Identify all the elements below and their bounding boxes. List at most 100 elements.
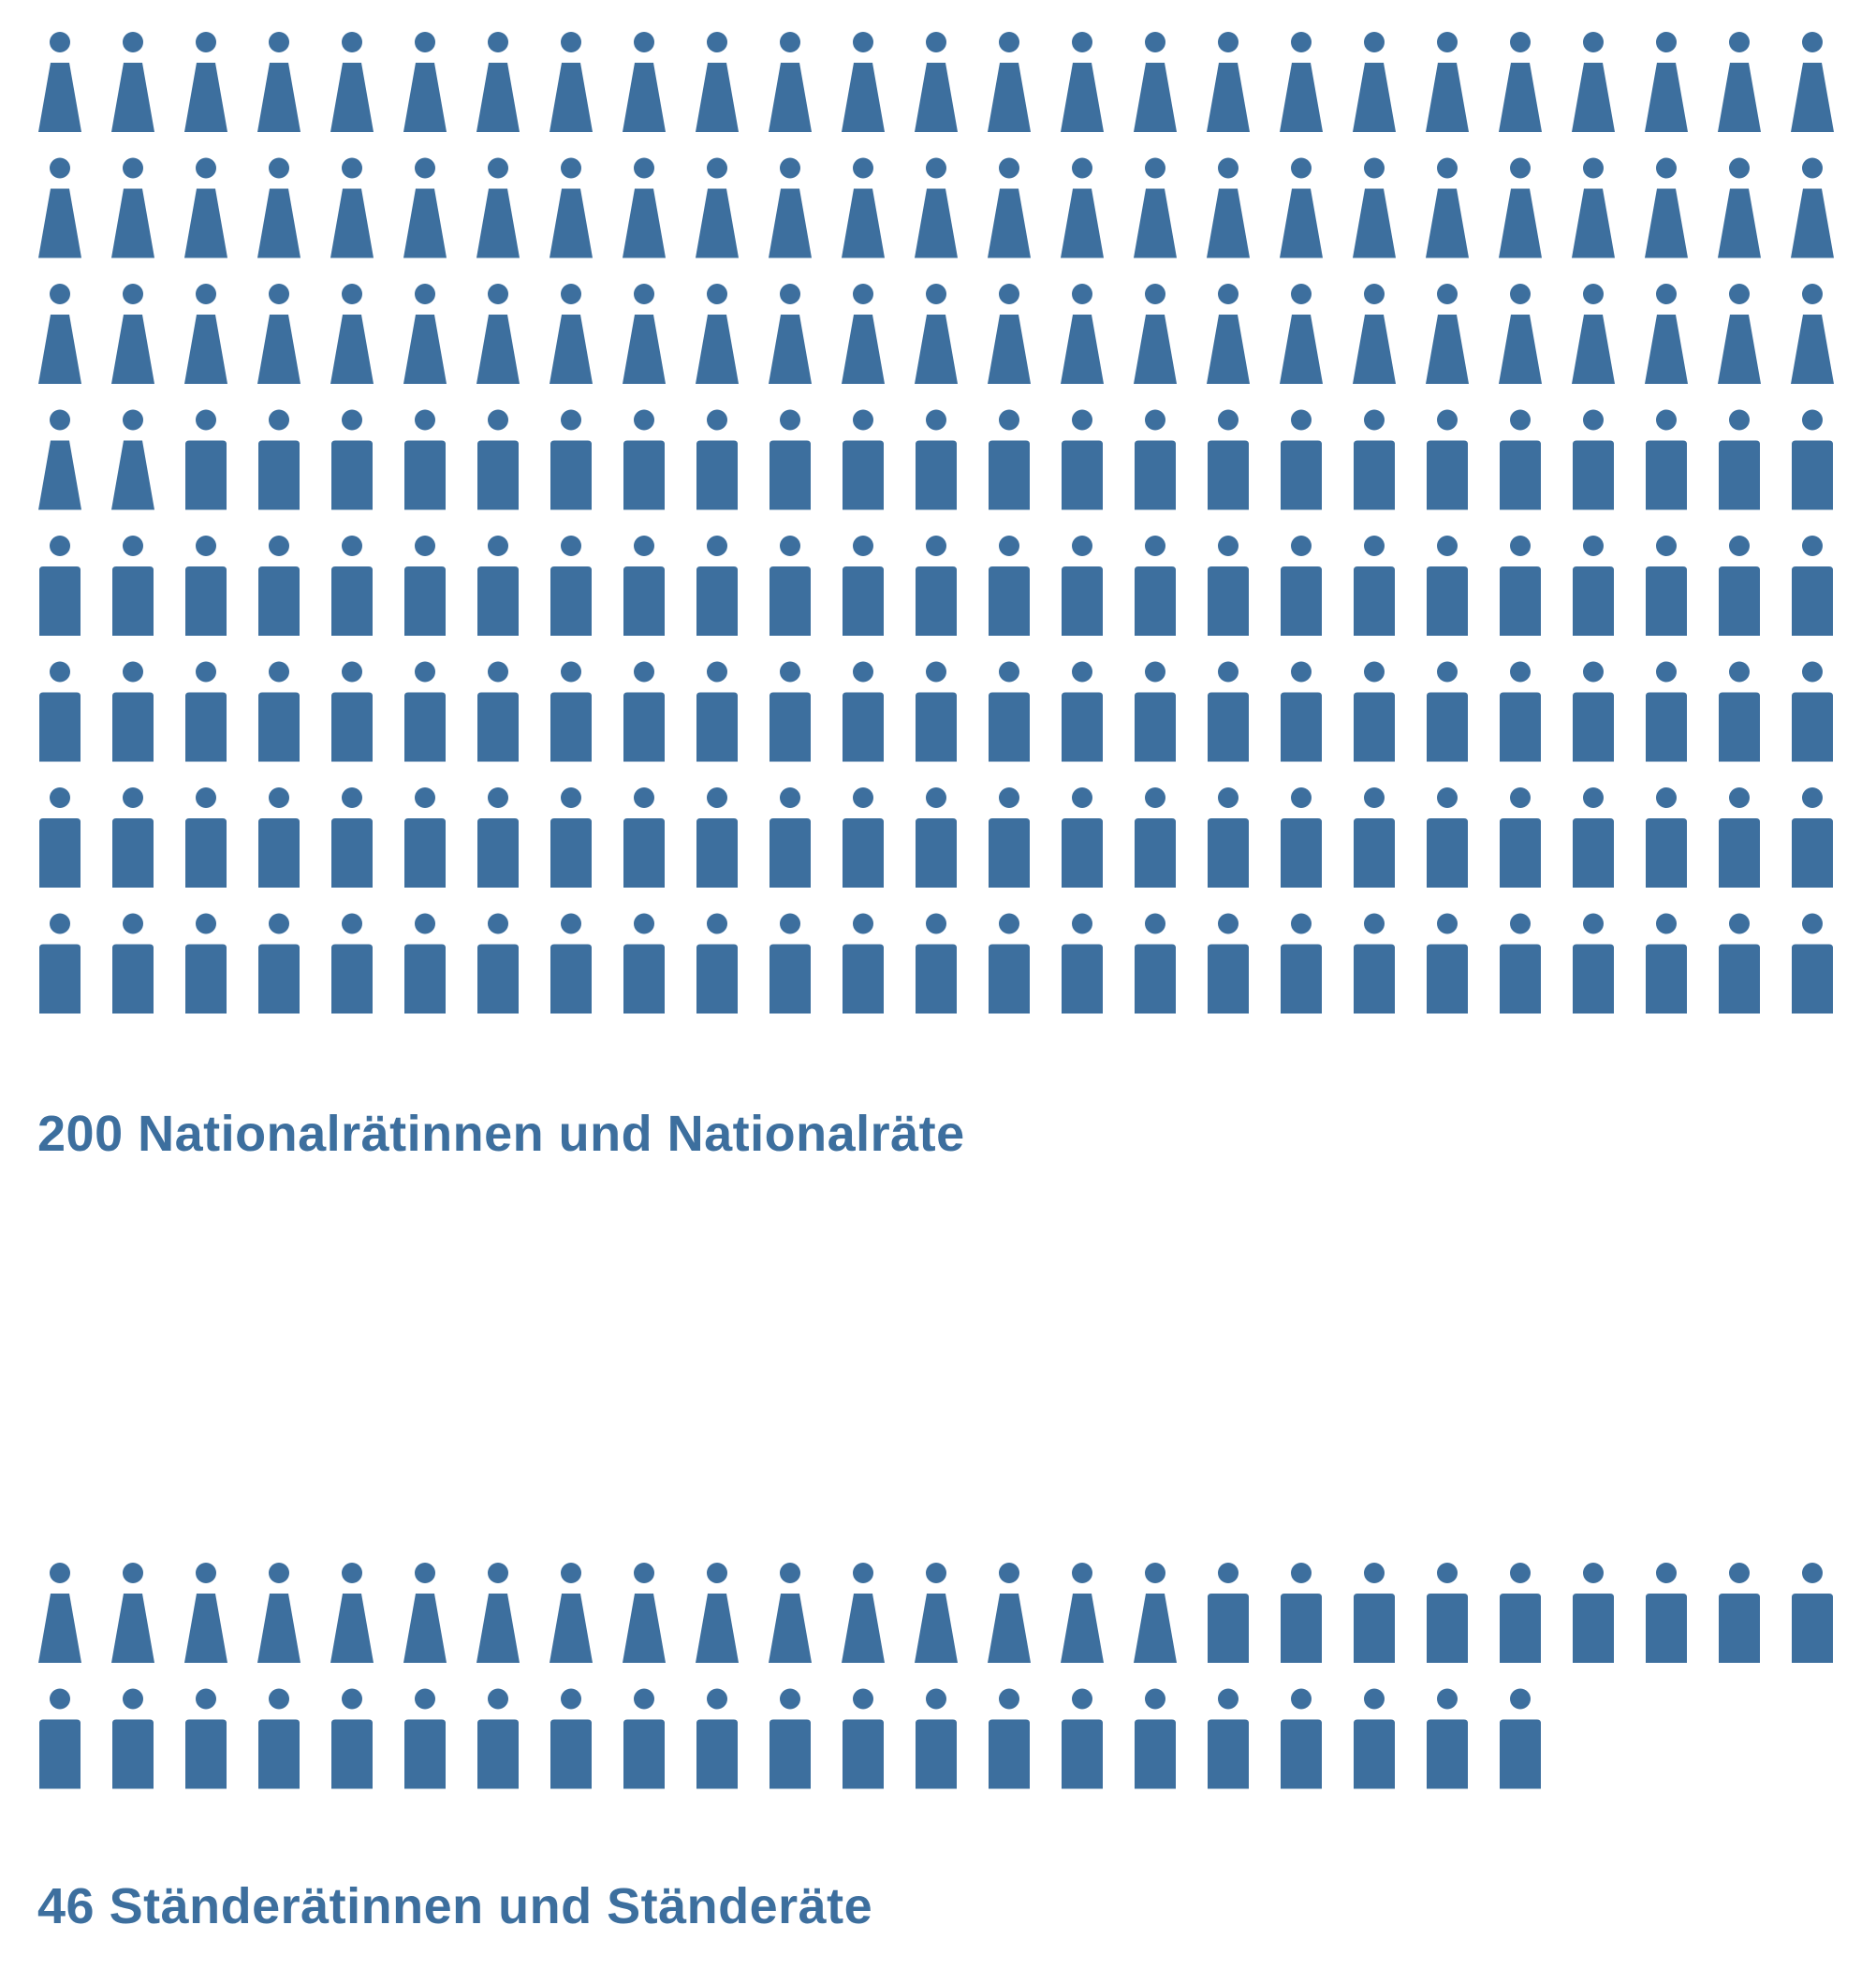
figure-body <box>623 315 666 384</box>
figure-head <box>1656 32 1677 52</box>
male-figure-icon <box>477 787 519 888</box>
figure-body <box>112 692 154 762</box>
figure-body <box>1135 692 1176 762</box>
figure-head <box>853 1688 873 1710</box>
figure-head <box>853 157 873 179</box>
figure-body <box>1645 188 1688 258</box>
female-figure-icon <box>696 32 739 132</box>
male-figure-icon <box>916 787 957 888</box>
figure-body <box>1354 566 1395 636</box>
figure-body <box>1500 440 1541 510</box>
figure-body <box>330 188 374 258</box>
female-figure-icon <box>1645 284 1688 384</box>
figure-head <box>269 661 289 683</box>
male-figure-icon <box>1646 409 1687 510</box>
figure-head <box>1583 157 1604 179</box>
male-figure-icon <box>1062 661 1103 762</box>
figure-head <box>123 409 143 431</box>
male-figure-icon <box>623 661 665 762</box>
figure-body <box>38 440 81 510</box>
figure-body <box>476 1594 520 1663</box>
figure-body <box>1281 1594 1322 1663</box>
female-figure-icon <box>842 157 885 258</box>
figure-head <box>1291 661 1312 683</box>
figure-body <box>1134 1594 1177 1663</box>
male-figure-icon <box>1208 1563 1249 1663</box>
figure-body <box>184 315 227 384</box>
male-figure-icon <box>1500 913 1541 1014</box>
male-figure-icon <box>696 913 738 1014</box>
figure-head <box>415 1563 435 1583</box>
figure-head <box>196 32 216 52</box>
male-figure-icon <box>1646 536 1687 636</box>
figure-body <box>916 944 957 1014</box>
figure-body <box>1061 1594 1104 1663</box>
figure-head <box>1145 536 1165 556</box>
figure-head <box>488 787 508 808</box>
figure-head <box>488 32 508 52</box>
male-figure-icon <box>477 536 519 636</box>
figure-body <box>1353 315 1396 384</box>
figure-body <box>696 188 739 258</box>
male-figure-icon <box>696 1688 738 1789</box>
female-figure-icon <box>1061 284 1104 384</box>
figure-body <box>696 566 738 636</box>
figure-body <box>1354 1594 1395 1663</box>
figure-head <box>1218 1563 1238 1583</box>
male-figure-icon <box>258 787 300 888</box>
figure-head <box>488 536 508 556</box>
figure-head <box>1364 32 1385 52</box>
figure-head <box>1218 1688 1238 1710</box>
female-figure-icon <box>988 284 1031 384</box>
male-figure-icon <box>1573 1563 1614 1663</box>
figure-body <box>696 315 739 384</box>
female-figure-icon <box>184 1563 227 1663</box>
figure-head <box>999 157 1019 179</box>
male-figure-icon <box>404 913 446 1014</box>
figure-head <box>1218 157 1238 179</box>
figure-head <box>196 913 216 934</box>
male-figure-icon <box>1792 409 1833 510</box>
figure-head <box>1145 32 1165 52</box>
figure-head <box>1218 787 1238 808</box>
figure-body <box>1062 818 1103 888</box>
figure-body <box>843 692 884 762</box>
figure-head <box>926 284 946 304</box>
figure-head <box>853 1563 873 1583</box>
female-figure-icon <box>1572 32 1615 132</box>
figure-body <box>1646 818 1687 888</box>
figure-head <box>50 284 70 304</box>
figure-head <box>1218 32 1238 52</box>
figure-head <box>1072 32 1092 52</box>
figure-head <box>196 284 216 304</box>
male-figure-icon <box>1281 409 1322 510</box>
figure-head <box>1510 32 1531 52</box>
figure-head <box>780 661 800 683</box>
male-figure-icon <box>1354 536 1395 636</box>
male-figure-icon <box>550 1688 592 1789</box>
male-figure-icon <box>843 536 884 636</box>
male-figure-icon <box>1135 661 1176 762</box>
figure-body <box>1281 1719 1322 1789</box>
figure-head <box>1729 157 1750 179</box>
figure-body <box>185 1719 227 1789</box>
male-figure-icon <box>1500 409 1541 510</box>
figure-head <box>488 1688 508 1710</box>
figure-head <box>1364 1563 1385 1583</box>
figure-body <box>1135 818 1176 888</box>
male-figure-icon <box>39 787 81 888</box>
figure-head <box>196 1563 216 1583</box>
female-figure-icon <box>403 157 447 258</box>
figure-body <box>111 188 154 258</box>
male-figure-icon <box>843 787 884 888</box>
figure-head <box>196 409 216 431</box>
male-figure-icon <box>1719 1563 1760 1663</box>
figure-head <box>123 157 143 179</box>
figure-body <box>769 566 811 636</box>
figure-body <box>1208 1594 1249 1663</box>
male-figure-icon <box>1719 536 1760 636</box>
male-figure-icon <box>404 787 446 888</box>
figure-head <box>50 536 70 556</box>
female-figure-icon <box>1791 157 1834 258</box>
